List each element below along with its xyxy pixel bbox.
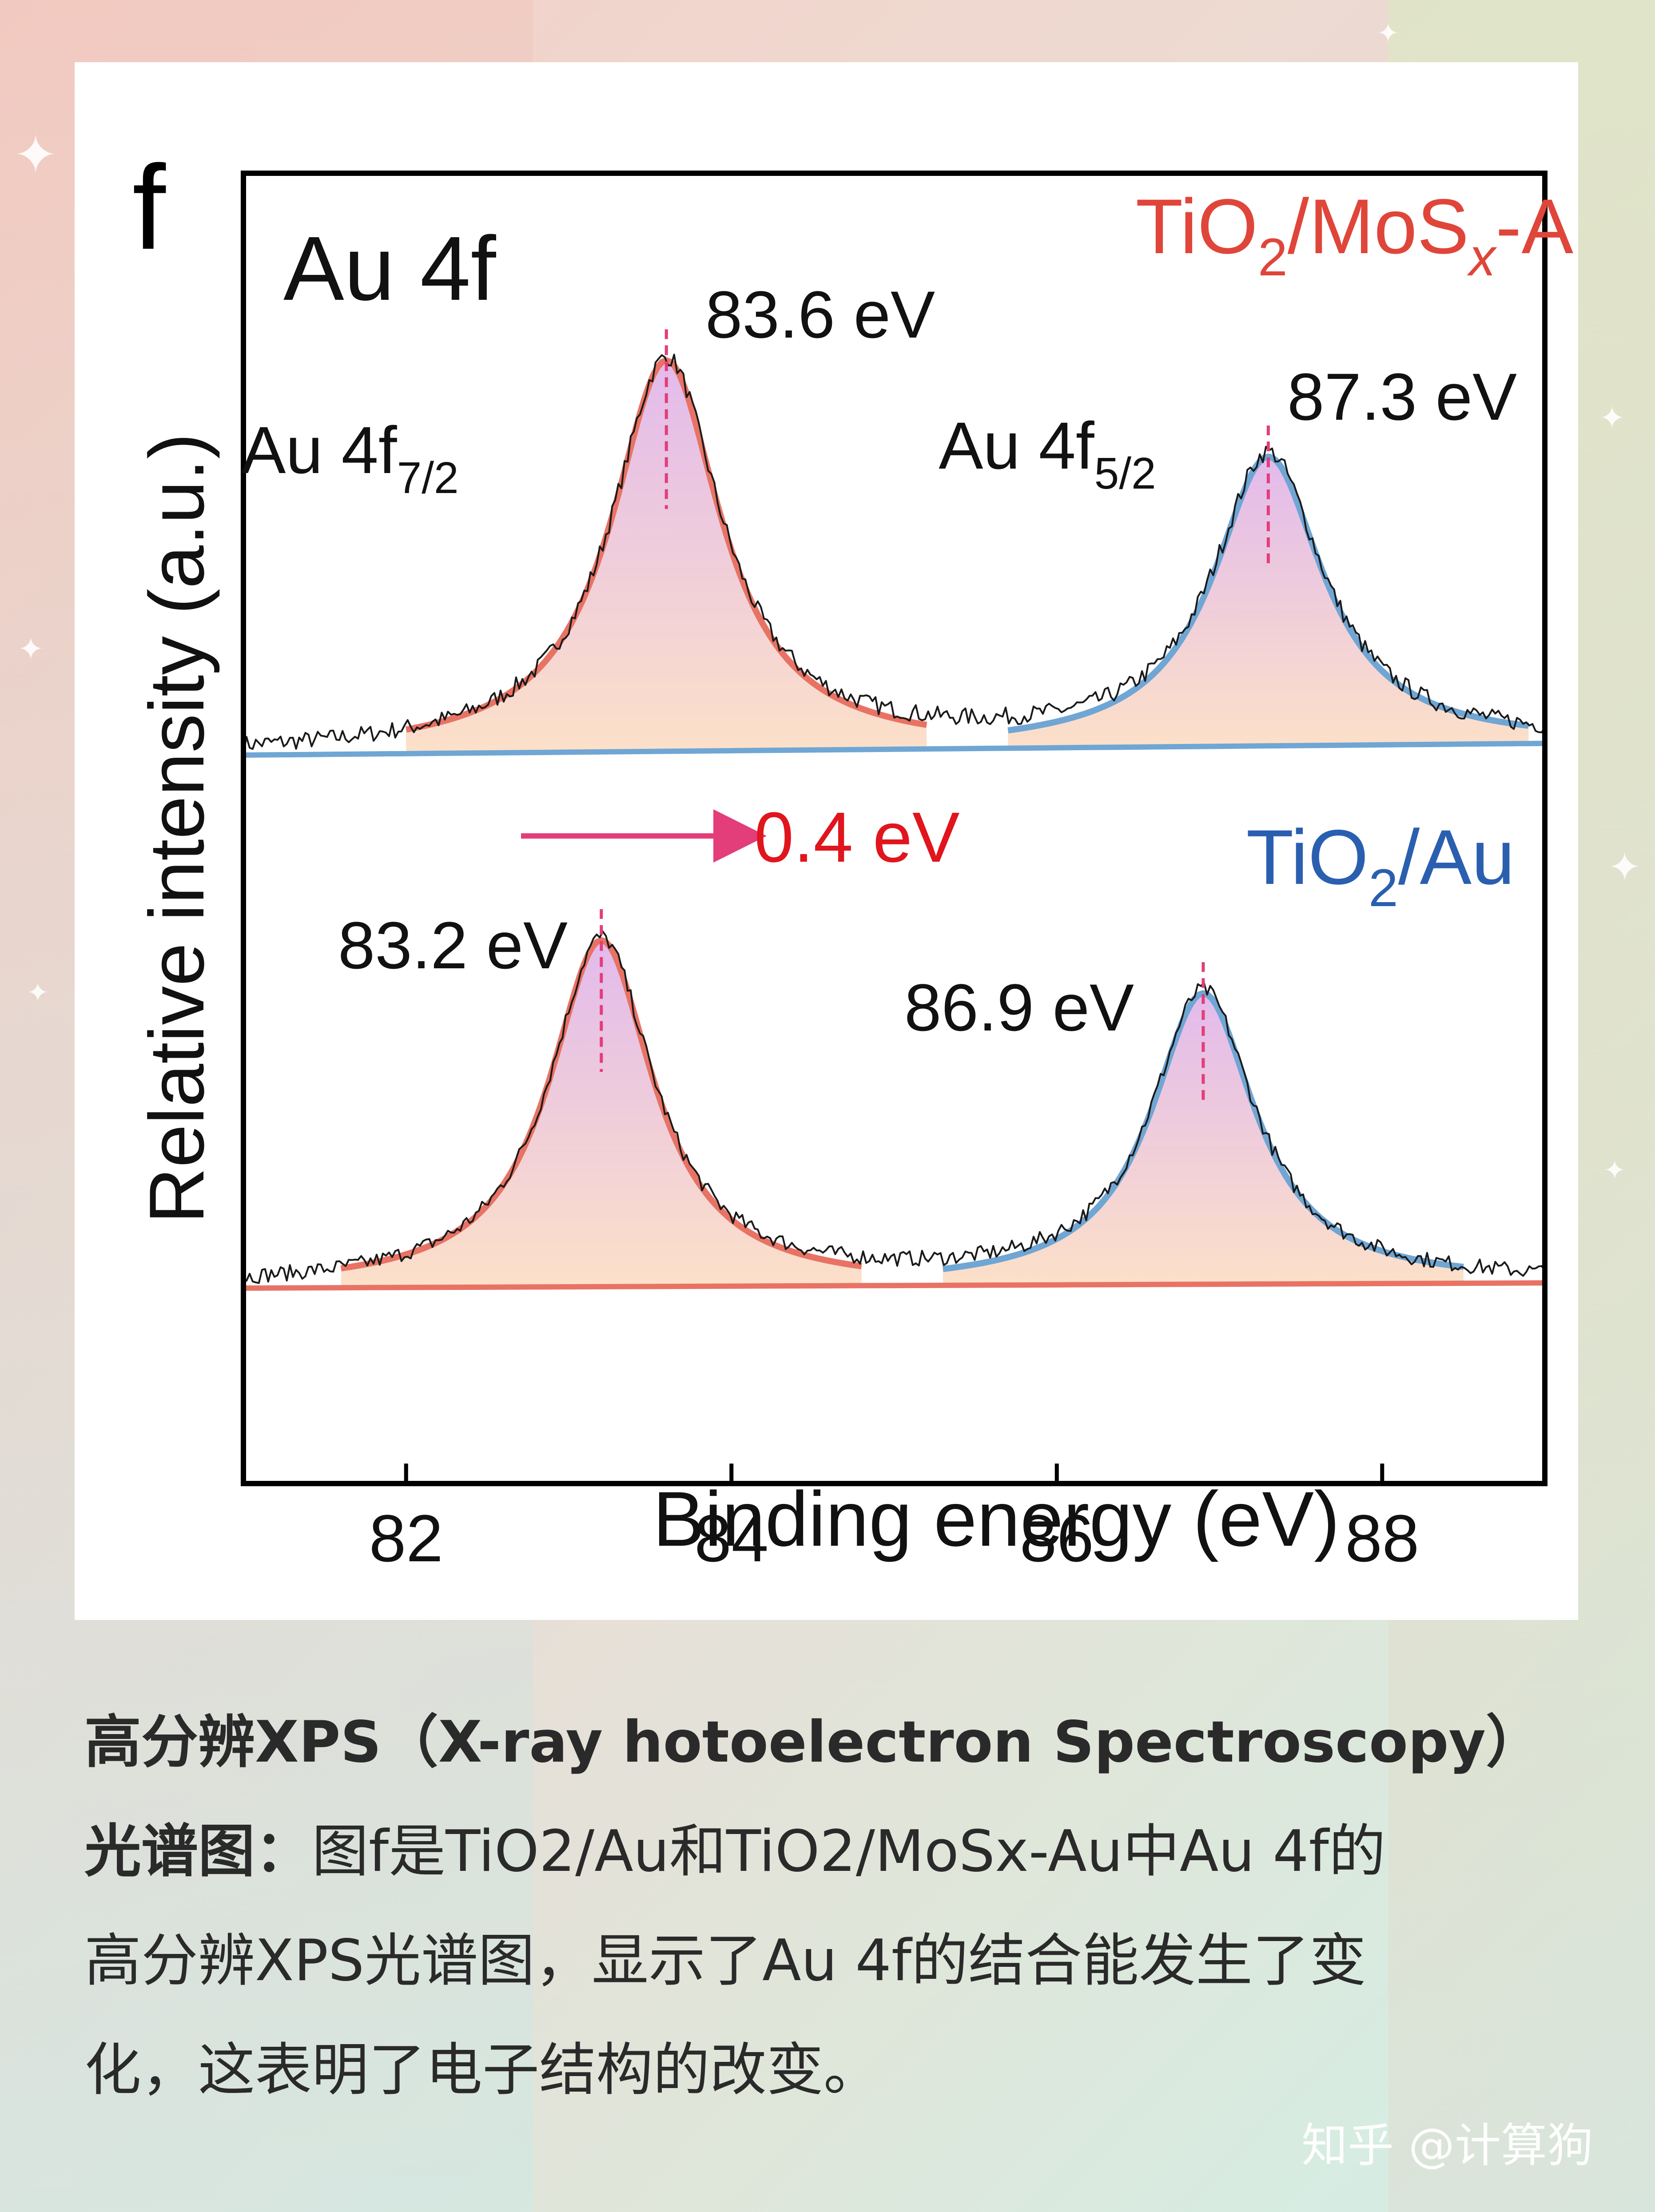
peak-name-au4f72: Au 4f7/2 <box>241 413 458 503</box>
sparkle-icon: ✦ <box>1603 1155 1626 1186</box>
y-axis-label: Relative intensity (a.u.) <box>134 433 220 1224</box>
x-tick-label-84: 84 <box>694 1501 768 1575</box>
sparkle-icon: ✦ <box>1377 18 1400 49</box>
chart-title: Au 4f <box>283 218 497 319</box>
peak-markers <box>600 329 1270 1104</box>
x-tick-label-86: 86 <box>1020 1501 1094 1575</box>
watermark: 知乎 @计算狗 <box>1301 2118 1594 2172</box>
peak-fill-1-0 <box>341 940 862 1288</box>
caption-line-2: 光谱图：图f是TiO2/Au和TiO2/MoSx-Au中Au 4f的 <box>84 1797 1586 1906</box>
peak-fill-1-1 <box>943 993 1464 1285</box>
caption-heading-suffix: 光谱图： <box>84 1818 312 1885</box>
baselines <box>243 740 1545 1291</box>
peak-fill-0-0 <box>406 360 927 754</box>
caption-text-1: 图f是TiO2/Au和TiO2/MoSx-Au中Au 4f的 <box>312 1818 1386 1885</box>
caption-line-3: 高分辨XPS光谱图，显示了Au 4f的结合能发生了变 <box>84 1928 1367 1994</box>
sparkle-icon: ✦ <box>18 631 44 667</box>
xps-chart: 82 84 86 88 f Au 4f Binding energy (eV) Rel… <box>132 141 1578 1575</box>
fit-curve-1-0 <box>340 937 862 1272</box>
baseline-0 <box>243 740 1545 758</box>
caption: 高分辨XPS（X-ray hotoelectron Spectroscopy） … <box>84 1688 1586 2125</box>
peak-value-86-9: 86.9 eV <box>904 970 1134 1045</box>
sparkle-icon: ✦ <box>1599 400 1625 436</box>
shift-annotation: 0.4 eV <box>754 797 960 877</box>
caption-line-1: 高分辨XPS（X-ray hotoelectron Spectroscopy） <box>84 1688 1586 1797</box>
peak-fill-0-1 <box>1008 457 1529 748</box>
sparkle-icon: ✦ <box>13 124 58 186</box>
x-tick-label-88: 88 <box>1345 1501 1419 1575</box>
fit-curve-1-1 <box>942 990 1464 1272</box>
fit-curve-0-1 <box>1007 454 1529 734</box>
peak-name-au4f52: Au 4f5/2 <box>939 408 1156 498</box>
caption-line-4: 化，这表明了电子结构的改变。 <box>84 2037 881 2103</box>
sparkle-icon: ✦ <box>27 977 49 1008</box>
peak-value-87-3: 87.3 eV <box>1287 359 1517 434</box>
figure-panel: 82 84 86 88 f Au 4f Binding energy (eV) Rel… <box>75 62 1578 1620</box>
raw-data-traces <box>243 354 1546 1284</box>
x-tick-label-82: 82 <box>369 1501 443 1575</box>
plot-frame <box>241 171 1548 1486</box>
series-label-tio2-mosx-au: TiO2/MoSx-Au <box>1136 183 1578 287</box>
baseline-1 <box>243 1280 1545 1291</box>
x-axis-ticks: 82 84 86 88 <box>369 1464 1419 1575</box>
caption-heading: 高分辨XPS（X-ray hotoelectron Spectroscopy） <box>84 1709 1543 1775</box>
raw-trace-0 <box>243 354 1546 754</box>
panel-label: f <box>132 141 166 275</box>
raw-trace-1 <box>243 931 1546 1284</box>
peak-fills <box>341 360 1529 1288</box>
peak-value-83-2: 83.2 eV <box>338 908 568 983</box>
series-label-tio2-au: TiO2/Au <box>1246 814 1515 918</box>
x-axis-label: Binding energy (eV) <box>653 1476 1340 1563</box>
sparkle-icon: ✦ <box>1608 844 1642 891</box>
peak-value-83-6: 83.6 eV <box>705 277 935 352</box>
